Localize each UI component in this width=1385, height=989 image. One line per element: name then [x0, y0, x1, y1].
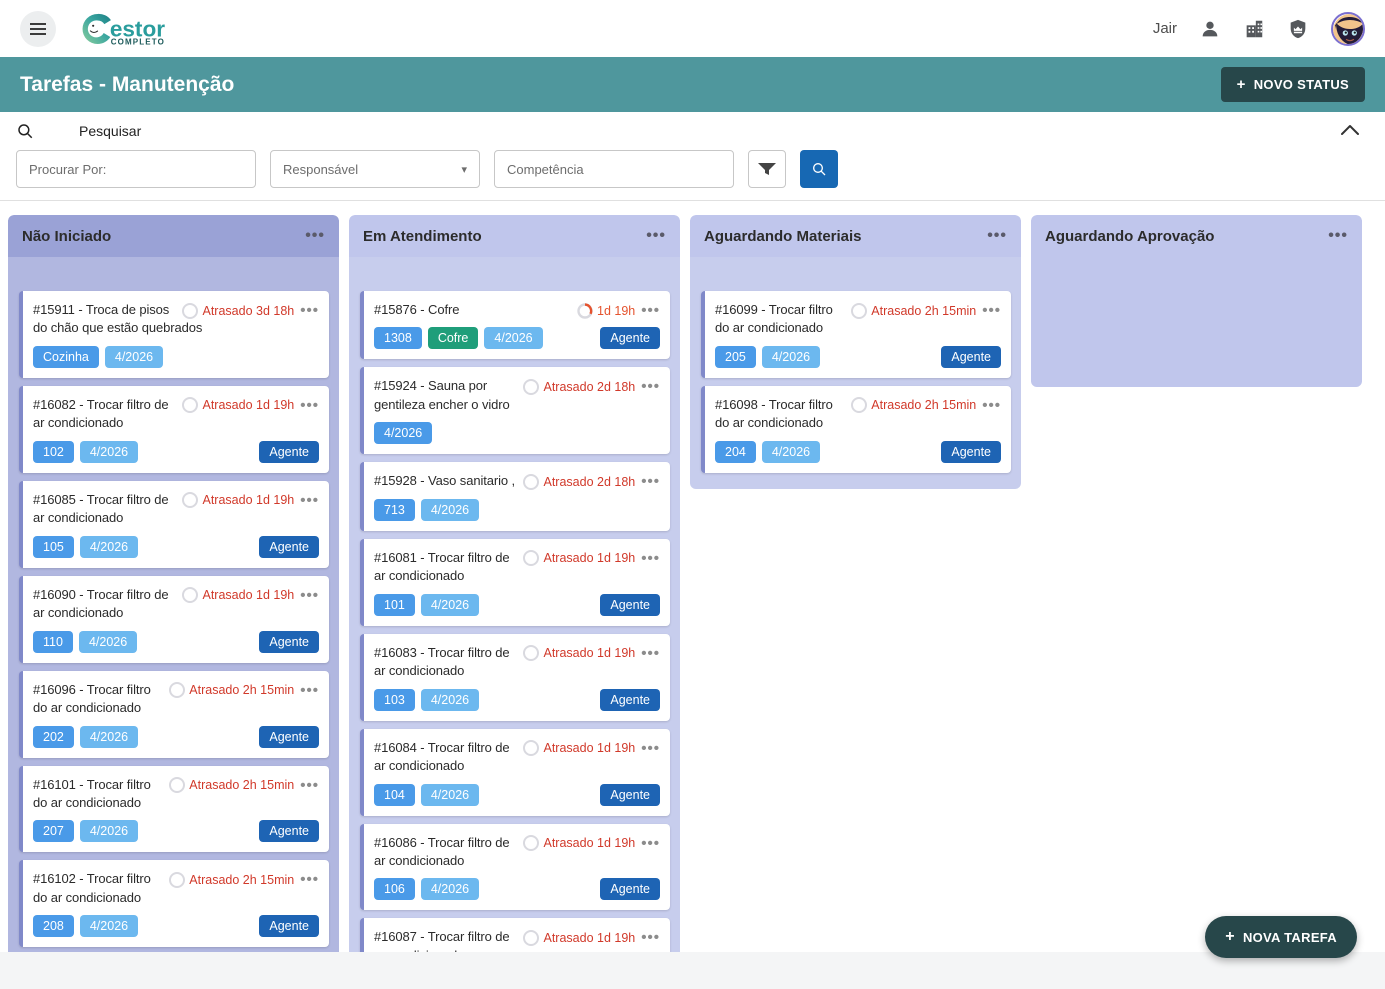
svg-text:COMPLETO: COMPLETO	[111, 37, 165, 44]
